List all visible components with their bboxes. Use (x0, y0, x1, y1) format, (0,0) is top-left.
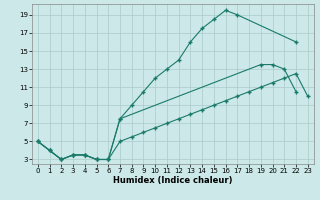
X-axis label: Humidex (Indice chaleur): Humidex (Indice chaleur) (113, 176, 233, 185)
